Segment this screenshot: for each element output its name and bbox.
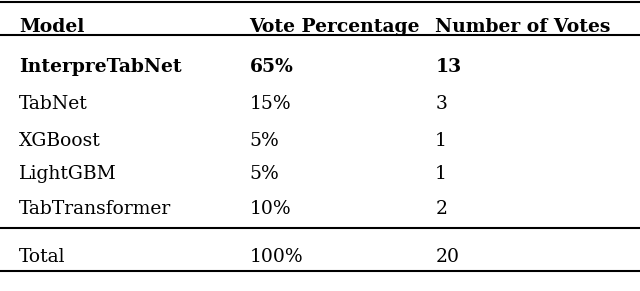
Text: 20: 20 [435, 248, 460, 266]
Text: 1: 1 [435, 132, 447, 150]
Text: XGBoost: XGBoost [19, 132, 101, 150]
Text: 13: 13 [435, 58, 461, 76]
Text: 2: 2 [435, 200, 447, 218]
Text: 1: 1 [435, 165, 447, 183]
Text: TabTransformer: TabTransformer [19, 200, 172, 218]
Text: Vote Percentage: Vote Percentage [250, 18, 420, 36]
Text: 15%: 15% [250, 95, 291, 113]
Text: TabNet: TabNet [19, 95, 88, 113]
Text: 10%: 10% [250, 200, 291, 218]
Text: InterpreTabNet: InterpreTabNet [19, 58, 182, 76]
Text: 5%: 5% [250, 132, 279, 150]
Text: 65%: 65% [250, 58, 294, 76]
Text: 100%: 100% [250, 248, 303, 266]
Text: Model: Model [19, 18, 84, 36]
Text: 3: 3 [435, 95, 447, 113]
Text: LightGBM: LightGBM [19, 165, 117, 183]
Text: Number of Votes: Number of Votes [435, 18, 611, 36]
Text: Total: Total [19, 248, 66, 266]
Text: 5%: 5% [250, 165, 279, 183]
